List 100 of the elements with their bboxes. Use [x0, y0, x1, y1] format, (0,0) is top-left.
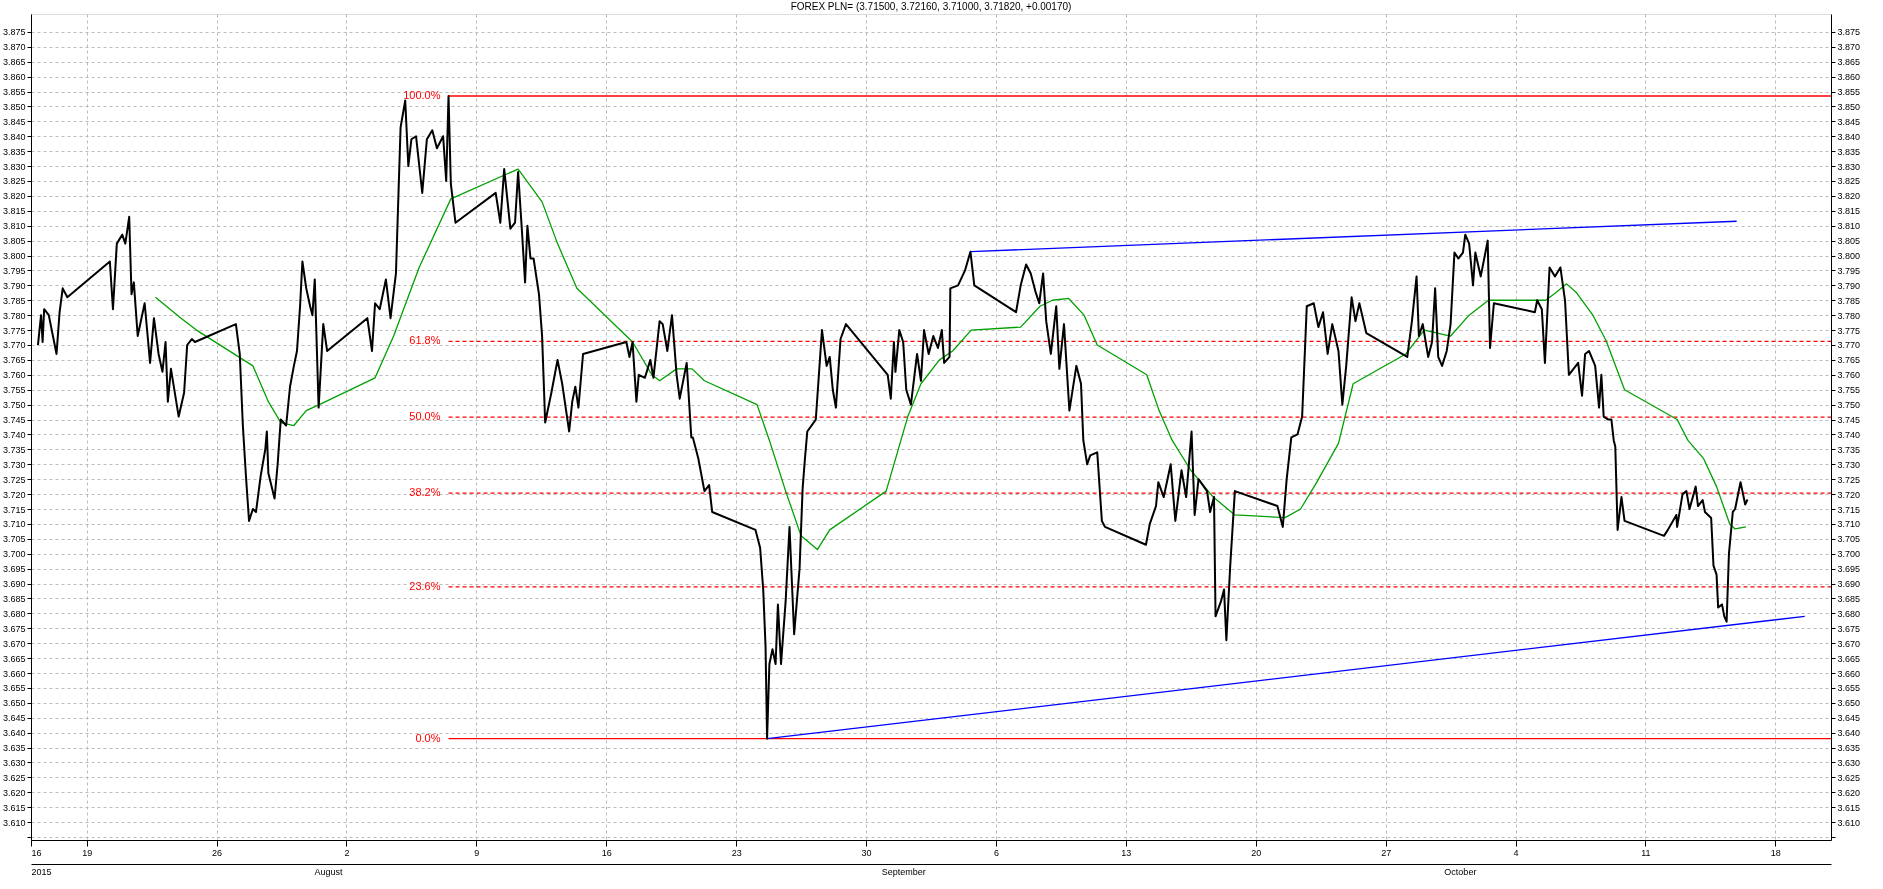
y-tick-label: 3.695 [2, 564, 26, 575]
x2-tick-label: October [1444, 866, 1477, 877]
x2-tick-label: 2015 [31, 866, 52, 877]
x-tick-label: 30 [861, 847, 872, 858]
y-tick-label: 3.615 [2, 802, 26, 813]
x-tick-label: 6 [993, 847, 999, 858]
x-tick-label: 23 [731, 847, 742, 858]
x-tick-label: 16 [601, 847, 612, 858]
y-tick-label: 3.850 [2, 101, 26, 112]
x-tick-label: 13 [1121, 847, 1132, 858]
y2-tick-label: 3.825 [1837, 176, 1861, 187]
y2-tick-label: 3.860 [1837, 72, 1861, 83]
y2-tick-label: 3.670 [1837, 638, 1861, 649]
x-tick-label: 27 [1381, 847, 1392, 858]
y2-tick-label: 3.755 [1837, 385, 1861, 396]
x2-tick-label: August [314, 866, 343, 877]
y-tick-label: 3.610 [2, 817, 26, 828]
y-tick-label: 3.770 [2, 340, 26, 351]
y2-tick-label: 3.710 [1837, 519, 1861, 530]
y2-tick-label: 3.725 [1837, 474, 1861, 485]
y-tick-label: 3.830 [2, 161, 26, 172]
y2-tick-label: 3.820 [1837, 191, 1861, 202]
y2-tick-label: 3.750 [1837, 400, 1861, 411]
y2-tick-label: 3.865 [1837, 57, 1861, 68]
y2-tick-label: 3.800 [1837, 251, 1861, 262]
y2-tick-label: 3.770 [1837, 340, 1861, 351]
y-tick-label: 3.840 [2, 131, 26, 142]
y-tick-label: 3.710 [2, 519, 26, 530]
x-tick-label: 26 [212, 847, 223, 858]
y2-tick-label: 3.780 [1837, 310, 1861, 321]
y-tick-label: 3.825 [2, 176, 26, 187]
y2-tick-label: 3.730 [1837, 459, 1861, 470]
y2-tick-label: 3.640 [1837, 728, 1861, 739]
x-tick-label: 20 [1251, 847, 1262, 858]
y-tick-label: 3.835 [2, 146, 26, 157]
y2-tick-label: 3.760 [1837, 370, 1861, 381]
y2-tick-label: 3.810 [1837, 221, 1861, 232]
y-tick-label: 3.620 [2, 787, 26, 798]
y-tick-label: 3.680 [2, 608, 26, 619]
y-tick-label: 3.860 [2, 72, 26, 83]
y-tick-label: 3.870 [2, 42, 26, 53]
y2-tick-label: 3.715 [1837, 504, 1861, 515]
y2-tick-label: 3.790 [1837, 280, 1861, 291]
y-tick-label: 3.725 [2, 474, 26, 485]
series-label: 50.0% [409, 410, 441, 423]
y2-tick-label: 3.745 [1837, 415, 1861, 426]
x-tick-label: 4 [1513, 847, 1519, 858]
y-tick-label: 3.800 [2, 251, 26, 262]
y2-tick-label: 3.690 [1837, 579, 1861, 590]
y-tick-label: 3.820 [2, 191, 26, 202]
x-tick-label: 9 [474, 847, 480, 858]
y-tick-label: 3.730 [2, 459, 26, 470]
x-tick-label: 11 [1641, 847, 1651, 858]
y-tick-label: 3.795 [2, 265, 26, 276]
y2-tick-label: 3.645 [1837, 713, 1861, 724]
y-tick-label: 3.785 [2, 295, 26, 306]
y2-tick-label: 3.610 [1837, 817, 1861, 828]
y-tick-label: 3.700 [2, 549, 26, 560]
y2-tick-label: 3.650 [1837, 698, 1861, 709]
y2-tick-label: 3.620 [1837, 787, 1861, 798]
y-tick-label: 3.765 [2, 355, 26, 366]
y-tick-label: 3.755 [2, 385, 26, 396]
y-tick-label: 3.665 [2, 653, 26, 664]
y-tick-label: 3.630 [2, 757, 26, 768]
y2-tick-label: 3.785 [1837, 295, 1861, 306]
y2-tick-label: 3.720 [1837, 489, 1861, 500]
y2-tick-label: 3.665 [1837, 653, 1861, 664]
y2-tick-label: 3.830 [1837, 161, 1861, 172]
y-tick-label: 3.775 [2, 325, 26, 336]
x2-tick-label: September [881, 866, 926, 877]
y-tick-label: 3.650 [2, 698, 26, 709]
y2-tick-label: 3.840 [1837, 131, 1861, 142]
y2-tick-label: 3.740 [1837, 429, 1861, 440]
x-tick-label: 19 [82, 847, 93, 858]
y-tick-label: 3.640 [2, 728, 26, 739]
y-tick-label: 3.635 [2, 743, 26, 754]
y-tick-label: 3.750 [2, 400, 26, 411]
y-tick-label: 3.865 [2, 57, 26, 68]
y2-tick-label: 3.635 [1837, 743, 1861, 754]
y-tick-label: 3.815 [2, 206, 26, 217]
y2-tick-label: 3.765 [1837, 355, 1861, 366]
y-tick-label: 3.740 [2, 429, 26, 440]
series-label: 23.6% [409, 579, 441, 592]
y-tick-label: 3.745 [2, 415, 26, 426]
y-tick-label: 3.715 [2, 504, 26, 515]
y2-tick-label: 3.695 [1837, 564, 1861, 575]
series-label: 0.0% [415, 731, 441, 744]
y-tick-label: 3.760 [2, 370, 26, 381]
y2-tick-label: 3.735 [1837, 444, 1861, 455]
y-tick-label: 3.855 [2, 87, 26, 98]
y2-tick-label: 3.700 [1837, 549, 1861, 560]
y-tick-label: 3.705 [2, 534, 26, 545]
x-tick-label: 18 [1770, 847, 1781, 858]
chart-title: FOREX PLN= (3.71500, 3.72160, 3.71000, 3.71820, +0.00170) [790, 1, 1072, 12]
y-tick-label: 3.685 [2, 593, 26, 604]
y2-tick-label: 3.655 [1837, 683, 1861, 694]
y2-tick-label: 3.870 [1837, 42, 1861, 53]
y-tick-label: 3.790 [2, 280, 26, 291]
y-tick-label: 3.625 [2, 772, 26, 783]
x-tick-label: 2 [344, 847, 350, 858]
